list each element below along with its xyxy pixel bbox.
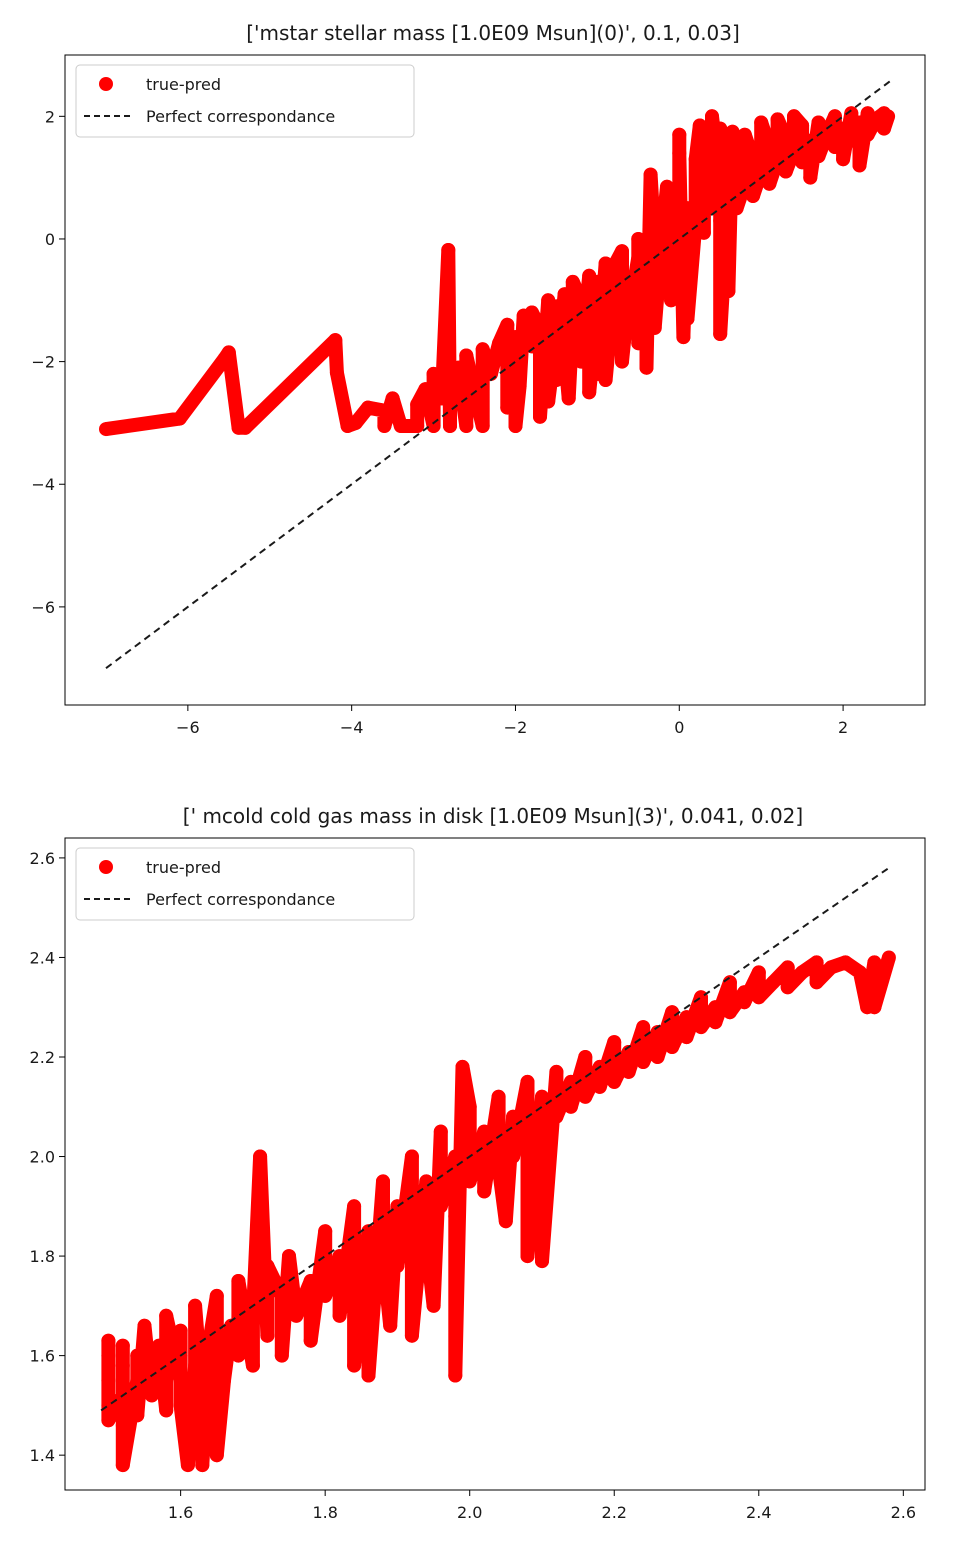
x-tick-label: 0 — [674, 718, 684, 737]
legend-box — [75, 64, 415, 138]
y-tick-label: 2.4 — [30, 948, 55, 967]
x-tick-label: 1.6 — [168, 1503, 193, 1522]
y-tick-label: 1.6 — [30, 1347, 55, 1366]
y-tick-label: 2.6 — [30, 849, 55, 868]
chart-title: [' mcold cold gas mass in disk [1.0E09 M… — [183, 804, 803, 828]
perfect-correspondance-line — [100, 867, 890, 1412]
point-cloud — [101, 955, 896, 1473]
plot-area — [100, 867, 896, 1473]
y-tick-label: −2 — [31, 353, 55, 372]
y-tick-label: −4 — [31, 475, 55, 494]
y-tick-label: 2.0 — [30, 1148, 55, 1167]
y-tick-label: −6 — [31, 598, 55, 617]
y-tick-label: 0 — [45, 230, 55, 249]
legend-marker-points — [99, 860, 113, 874]
tick-group: −6 −4 −2 0 2 −6 −4 −2 0 2 — [31, 107, 848, 737]
chart-stellar-mass: ['mstar stellar mass [1.0E09 Msun](0)', … — [31, 21, 926, 737]
legend: true-pred Perfect correspondance — [75, 847, 415, 921]
y-tick-label: 2 — [45, 107, 55, 126]
x-tick-label: −4 — [340, 718, 364, 737]
y-tick-label: 1.4 — [30, 1446, 55, 1465]
x-tick-label: 2 — [838, 718, 848, 737]
axes-frame — [64, 837, 926, 1491]
y-tick-label: 1.8 — [30, 1247, 55, 1266]
y-tick-label: 2.2 — [30, 1048, 55, 1067]
plot-clip — [100, 867, 896, 1473]
chart-cold-gas-mass: [' mcold cold gas mass in disk [1.0E09 M… — [30, 804, 926, 1522]
plot-area — [99, 79, 896, 670]
chart-title: ['mstar stellar mass [1.0E09 Msun](0)', … — [246, 21, 740, 45]
legend-box — [75, 847, 415, 921]
x-tick-label: 2.6 — [891, 1503, 916, 1522]
x-tick-label: 2.2 — [602, 1503, 627, 1522]
x-tick-label: −6 — [176, 718, 200, 737]
point-cloud — [105, 106, 895, 437]
legend-label-points: true-pred — [146, 75, 221, 94]
x-tick-label: −2 — [504, 718, 528, 737]
legend-label-points: true-pred — [146, 858, 221, 877]
x-tick-label: 2.0 — [457, 1503, 482, 1522]
axes-frame — [64, 54, 926, 706]
legend-label-line: Perfect correspondance — [146, 890, 335, 909]
legend-label-line: Perfect correspondance — [146, 107, 335, 126]
x-tick-label: 1.8 — [312, 1503, 337, 1522]
legend: true-pred Perfect correspondance — [75, 64, 415, 138]
plot-clip — [99, 79, 896, 670]
x-tick-label: 2.4 — [746, 1503, 771, 1522]
legend-marker-points — [99, 77, 113, 91]
tick-group: 1.6 1.8 2.0 2.2 2.4 2.6 1.4 1.6 1.8 2.0 2.2 2.4 2.6 — [30, 849, 916, 1522]
perfect-correspondance-line — [105, 79, 892, 670]
